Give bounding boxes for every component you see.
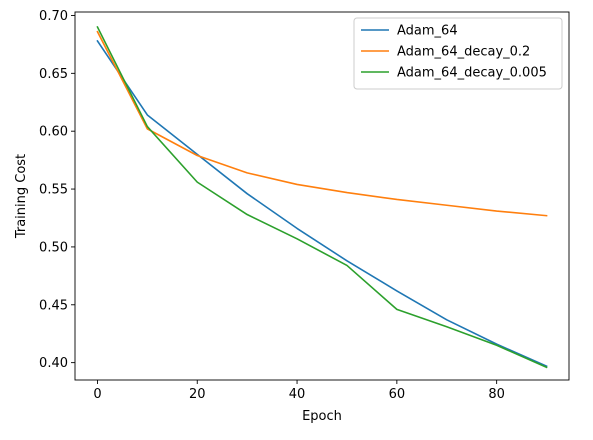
y-tick-label: 0.40: [39, 356, 68, 371]
y-axis-title: Training Cost: [14, 154, 29, 239]
x-tick-label: 60: [389, 387, 406, 402]
legend: Adam_64 Adam_64_decay_0.2 Adam_64_decay_0.…: [354, 18, 562, 89]
x-tick-label: 0: [93, 387, 101, 402]
series-line-1: [97, 41, 546, 366]
x-axis-title: Epoch: [302, 409, 342, 424]
x-tick-label: 20: [189, 387, 206, 402]
y-tick-label: 0.70: [39, 9, 68, 24]
y-axis-ticks: 0.40 0.45 0.50 0.55 0.60 0.65 0.70: [39, 9, 75, 371]
y-tick-label: 0.55: [39, 183, 68, 198]
x-tick-label: 40: [289, 387, 306, 402]
y-tick-label: 0.65: [39, 67, 68, 82]
legend-label-2: Adam_64_decay_0.2: [397, 45, 530, 60]
legend-label-1: Adam_64: [397, 24, 458, 39]
y-tick-label: 0.60: [39, 125, 68, 140]
legend-label-3: Adam_64_decay_0.005: [397, 66, 547, 81]
y-tick-label: 0.45: [39, 298, 68, 313]
y-tick-label: 0.50: [39, 240, 68, 255]
x-tick-label: 80: [488, 387, 505, 402]
x-axis-ticks: 0 20 40 60 80: [93, 380, 505, 402]
